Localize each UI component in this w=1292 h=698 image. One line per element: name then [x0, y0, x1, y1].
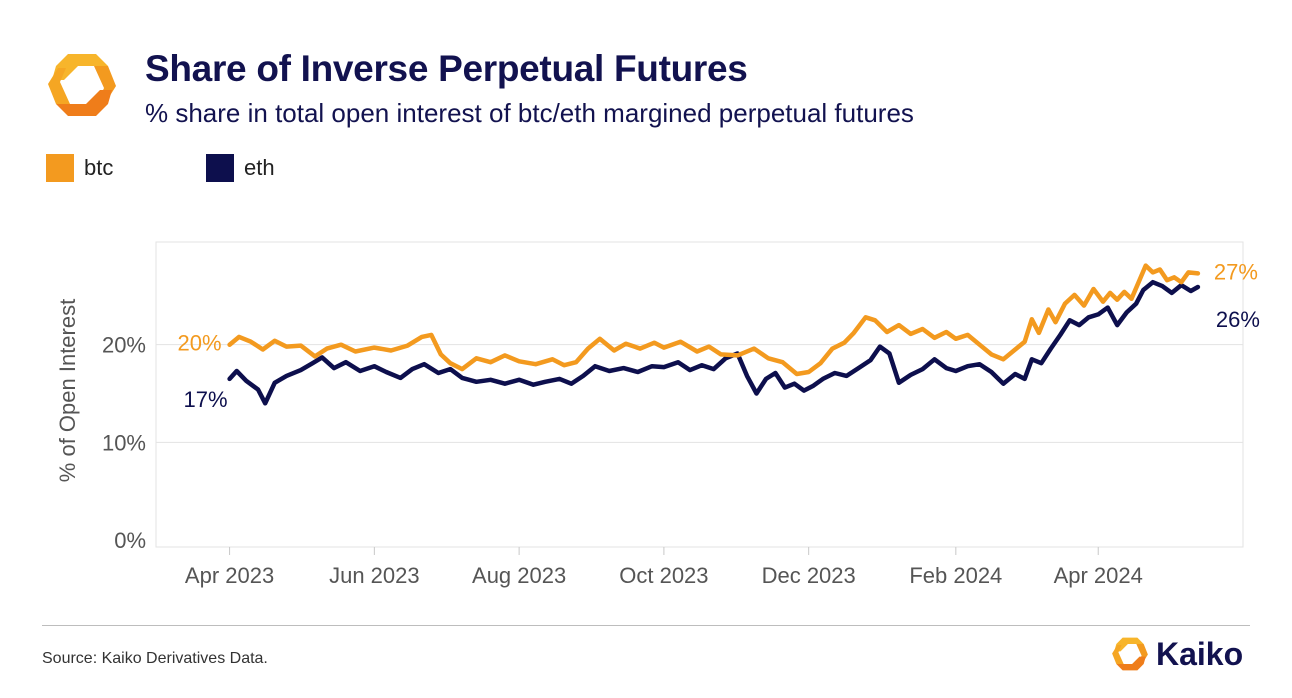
- source-note: Source: Kaiko Derivatives Data.: [42, 650, 268, 667]
- legend-item-btc: btc: [46, 154, 113, 182]
- plot-frame: [155, 241, 1244, 548]
- chart-subtitle: % share in total open interest of btc/et…: [145, 98, 914, 128]
- data-label-eth-start: 17%: [184, 387, 228, 412]
- x-tick-label: Apr 2023: [185, 563, 274, 588]
- x-tick-label: Aug 2023: [472, 563, 566, 588]
- x-tick-label: Dec 2023: [762, 563, 856, 588]
- x-tick-label: Feb 2024: [909, 563, 1002, 588]
- brand-mark: Kaiko: [1110, 634, 1243, 674]
- y-tick-label: 10%: [102, 430, 146, 455]
- series-line-eth: [227, 279, 1201, 406]
- x-tick-label: Apr 2024: [1054, 563, 1143, 588]
- x-tick-label: Jun 2023: [329, 563, 420, 588]
- data-label-eth-end: 26%: [1216, 307, 1260, 332]
- kaiko-logo-icon: [48, 54, 116, 116]
- legend-label-eth: eth: [244, 155, 275, 180]
- brand-name: Kaiko: [1156, 635, 1244, 672]
- kaiko-brand-icon: [1112, 637, 1148, 671]
- legend-swatch-eth: [206, 154, 234, 182]
- data-label-btc-start: 20%: [178, 331, 222, 356]
- x-tick-label: Oct 2023: [619, 563, 708, 588]
- y-tick-label: 20%: [102, 333, 146, 358]
- chart-title: Share of Inverse Perpetual Futures: [145, 48, 748, 89]
- footer-divider: [42, 625, 1250, 626]
- y-axis-title: % of Open Interest: [55, 299, 80, 482]
- y-tick-label: 0%: [114, 528, 146, 553]
- legend-swatch-btc: [46, 154, 74, 182]
- legend-label-btc: btc: [84, 155, 114, 180]
- data-label-btc-end: 27%: [1214, 259, 1258, 284]
- legend-item-eth: eth: [206, 154, 275, 182]
- series-line-btc: [227, 263, 1201, 377]
